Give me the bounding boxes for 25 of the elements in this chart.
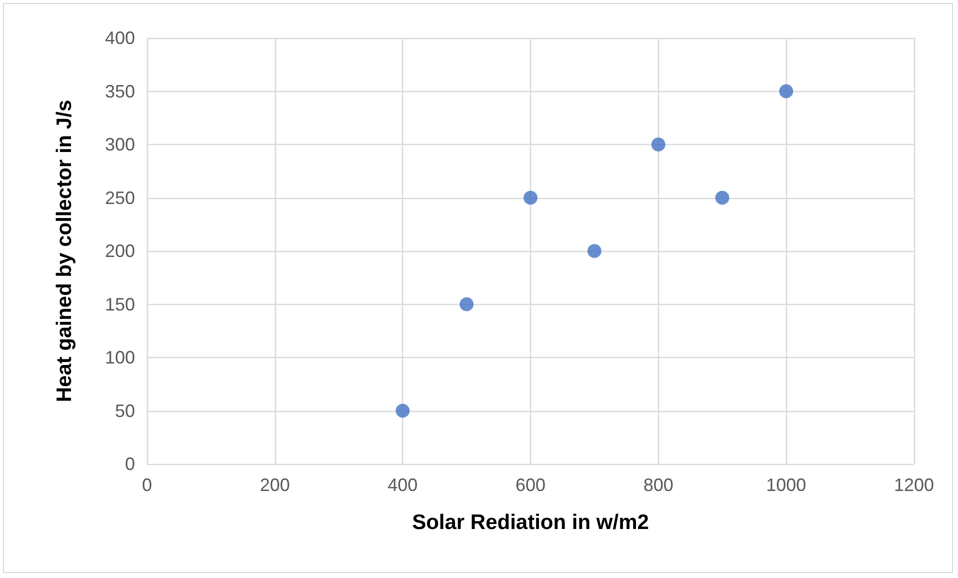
x-tick-label: 1200 [894, 475, 934, 495]
y-tick-label: 400 [104, 28, 135, 48]
y-tick-label: 0 [124, 454, 135, 474]
y-tick-label: 300 [104, 134, 135, 154]
point [396, 404, 410, 418]
y-tick-label: 250 [104, 188, 135, 208]
y-tick-label: 100 [104, 348, 135, 368]
y-axis-title: Heat gained by collector in J/s [53, 100, 76, 402]
point [651, 138, 666, 152]
point [587, 244, 602, 258]
point [779, 84, 794, 98]
y-tick-label: 350 [104, 81, 135, 102]
x-axis-title: Solar Rediation in w/m2 [412, 511, 649, 534]
x-tick-label: 1000 [766, 475, 806, 495]
x-tick-label: 800 [643, 475, 674, 495]
y-tick-label: 200 [104, 241, 135, 261]
point [524, 190, 538, 205]
x-tick-label: 600 [515, 475, 546, 495]
point [715, 190, 730, 205]
x-tick-label: 0 [142, 475, 152, 495]
y-tick-label: 50 [114, 400, 135, 421]
point [460, 297, 474, 312]
y-tick-label: 150 [104, 294, 135, 314]
x-tick-label: 400 [388, 475, 418, 495]
x-tick-label: 200 [260, 475, 290, 495]
